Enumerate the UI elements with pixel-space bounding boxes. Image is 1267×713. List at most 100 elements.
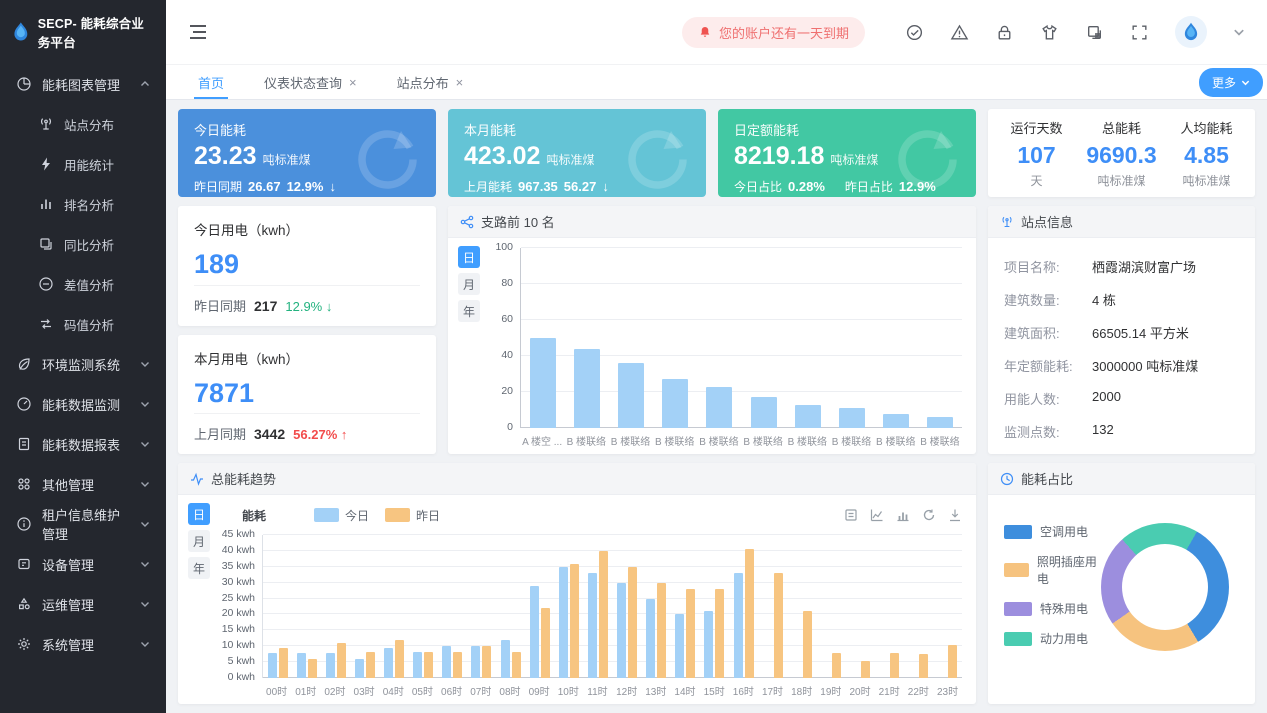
sidebar-item-label: 设备管理 <box>42 557 95 573</box>
close-tab-icon[interactable]: × <box>349 74 357 90</box>
sidebar-item-energy-charts[interactable]: 能耗图表管理 <box>0 64 166 104</box>
close-tab-icon[interactable]: × <box>455 74 464 90</box>
period-toggle: 日 月 年 <box>178 495 212 704</box>
data-view-icon[interactable] <box>844 508 858 522</box>
chevron-down-icon <box>1241 80 1250 85</box>
kpi-row: 今日能耗 23.23 吨标准煤 昨日同期 26.67 12.9% ↓ 本月能耗 4… <box>178 109 976 197</box>
ratio-legend: 空调用电 照明插座用电 特殊用电 动力用电 <box>1004 523 1101 647</box>
account-expiry-alert[interactable]: 您的账户还有一天到期 <box>681 16 865 48</box>
trend-legend: 今日 昨日 <box>314 507 440 524</box>
kpi-delta: 56.27 <box>563 178 597 194</box>
sidebar-item-other-mgmt[interactable]: 其他管理 <box>0 464 166 504</box>
toggle-day[interactable]: 日 <box>188 503 210 525</box>
sidebar-sub-label: 用能统计 <box>64 158 115 173</box>
panel-title: 能耗占比 <box>1021 472 1074 487</box>
toggle-year[interactable]: 年 <box>188 557 210 579</box>
toggle-month[interactable]: 月 <box>458 273 480 295</box>
toggle-year[interactable]: 年 <box>458 300 480 322</box>
usage-delta: 12.9% ↓ <box>285 298 333 314</box>
sidebar-item-ranking-analysis[interactable]: 排名分析 <box>0 184 166 224</box>
four-dots-icon <box>16 476 32 492</box>
donut-wrap <box>1101 523 1237 651</box>
sidebar-item-label: 能耗图表管理 <box>42 77 121 93</box>
theme-shirt-icon[interactable] <box>1040 23 1059 42</box>
sidebar-item-yoy-analysis[interactable]: 同比分析 <box>0 224 166 264</box>
site-info-row: 建筑数量: 4 栋 <box>1004 293 1116 308</box>
panel-header: 支路前 10 名 <box>448 206 976 238</box>
monitor-icon <box>16 556 32 572</box>
tab-home[interactable]: 首页 <box>178 65 244 99</box>
sidebar-item-env-monitoring[interactable]: 环境监测系统 <box>0 344 166 384</box>
legend-item-yesterday[interactable]: 昨日 <box>385 507 440 524</box>
user-avatar[interactable] <box>1175 16 1207 48</box>
chevron-down-icon <box>140 357 150 372</box>
usage-value: 7871 <box>194 377 255 408</box>
sidebar-item-system-mgmt[interactable]: 系统管理 <box>0 624 166 664</box>
sidebar-item-ops-mgmt[interactable]: 运维管理 <box>0 584 166 624</box>
legend-item-power[interactable]: 动力用电 <box>1004 630 1101 647</box>
copy-pages-icon[interactable] <box>1085 23 1104 42</box>
alert-text: 您的账户还有一天到期 <box>718 25 849 41</box>
gauge-icon <box>16 396 32 412</box>
restore-icon[interactable] <box>922 508 936 522</box>
lock-icon[interactable] <box>995 23 1014 42</box>
sidebar-item-site-distribution[interactable]: 站点分布 <box>0 104 166 144</box>
trend-chart[interactable]: 0 kwh 5 kwh 10 kwh 15 kwh 20 kwh 25 kwh 30 kwh… <box>212 525 976 704</box>
recycle-watermark-icon <box>350 119 422 196</box>
toggle-month[interactable]: 月 <box>188 530 210 552</box>
trend-chart-body: 日 月 年 能耗 今日 昨日 <box>178 495 976 704</box>
pie-chart-icon <box>16 76 32 92</box>
sidebar-item-device-mgmt[interactable]: 设备管理 <box>0 544 166 584</box>
flame-avatar-icon <box>1184 22 1198 41</box>
kpi-title: 今日能耗 <box>194 123 247 138</box>
flame-logo-icon <box>14 22 28 41</box>
kpi-unit: 吨标准煤 <box>546 153 595 167</box>
shapes-icon <box>16 596 32 612</box>
ratio-chart-body: 空调用电 照明插座用电 特殊用电 动力用电 <box>988 495 1255 704</box>
sidebar-item-label: 能耗数据监测 <box>42 397 121 413</box>
fullscreen-icon[interactable] <box>1130 23 1149 42</box>
chart-y-title: 能耗 <box>242 508 267 523</box>
plot-area <box>262 534 962 678</box>
download-icon[interactable] <box>948 508 962 522</box>
sidebar-item-label: 其他管理 <box>42 477 95 493</box>
sidebar-item-energy-reports[interactable]: 能耗数据报表 <box>0 424 166 464</box>
bar-chart-icon[interactable] <box>896 508 910 522</box>
legend-swatch <box>1004 524 1032 539</box>
warning-triangle-icon[interactable] <box>950 23 969 42</box>
more-tabs-button[interactable]: 更多 <box>1198 67 1263 97</box>
kpi-card-month-energy[interactable]: 本月能耗 423.02 吨标准煤 上月能耗 967.35 56.27 ↓ <box>448 109 706 197</box>
legend-item-ac[interactable]: 空调用电 <box>1004 523 1101 540</box>
sidebar-item-energy-stats[interactable]: 用能统计 <box>0 144 166 184</box>
chevron-up-icon <box>140 77 150 92</box>
legend-item-lighting[interactable]: 照明插座用电 <box>1004 553 1101 587</box>
sidebar-item-tenant-mgmt[interactable]: 租户信息维护管理 <box>0 504 166 544</box>
more-label: 更多 <box>1211 75 1236 90</box>
branch-top10-chart[interactable]: 0 20 40 60 80 100 A 楼空 ... B 楼联络 B 楼联络 B 楼联络 B 楼联… <box>482 238 976 454</box>
kpi-card-today-energy[interactable]: 今日能耗 23.23 吨标准煤 昨日同期 26.67 12.9% ↓ <box>178 109 436 197</box>
toggle-day[interactable]: 日 <box>458 246 480 268</box>
ratio-donut[interactable] <box>1101 523 1229 651</box>
sidebar-sub-label: 同比分析 <box>64 238 115 253</box>
info-circle-icon <box>16 516 32 532</box>
tab-meter-status[interactable]: 仪表状态查询 × <box>244 65 377 99</box>
legend-swatch <box>1004 563 1029 577</box>
site-info-panel: 站点信息 项目名称: 栖霞湖滨财富广场 建筑数量: 4 栋 建筑面积: 66505.1… <box>988 206 1255 454</box>
usage-cards: 今日用电（kwh） 189 昨日同期 217 12.9% ↓ 本月用电（kwh）… <box>178 206 436 454</box>
legend-item-today[interactable]: 今日 <box>314 507 369 524</box>
line-chart-icon[interactable] <box>870 508 884 522</box>
collapse-menu-icon[interactable] <box>188 23 208 41</box>
audit-check-icon[interactable] <box>905 23 924 42</box>
legend-item-special[interactable]: 特殊用电 <box>1004 600 1101 617</box>
usage-card-month: 本月用电（kwh） 7871 上月同期 3442 56.27% ↑ <box>178 334 436 454</box>
site-info-row: 年定额能耗: 3000000 吨标准煤 <box>1004 359 1199 374</box>
usage-title: 本月用电（kwh） <box>194 351 300 367</box>
user-menu-chevron-icon[interactable] <box>1233 26 1245 38</box>
sidebar-sub-label: 码值分析 <box>64 318 115 333</box>
sidebar-item-code-analysis[interactable]: 码值分析 <box>0 304 166 344</box>
sidebar-item-energy-monitoring[interactable]: 能耗数据监测 <box>0 384 166 424</box>
tab-site-distribution[interactable]: 站点分布 × <box>377 65 484 99</box>
top-header: 您的账户还有一天到期 <box>166 0 1267 64</box>
sidebar-item-delta-analysis[interactable]: 差值分析 <box>0 264 166 304</box>
kpi-card-daily-quota[interactable]: 日定额能耗 8219.18 吨标准煤 今日占比 0.28% 昨日占比 12.9% <box>718 109 976 197</box>
